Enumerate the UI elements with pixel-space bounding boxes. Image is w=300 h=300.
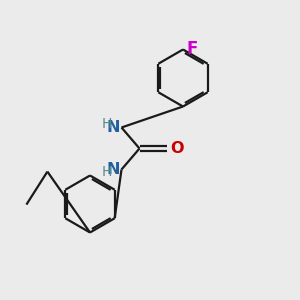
Text: N: N bbox=[106, 120, 120, 135]
Text: H: H bbox=[101, 117, 112, 131]
Text: N: N bbox=[106, 162, 120, 177]
Text: O: O bbox=[170, 141, 184, 156]
Text: H: H bbox=[101, 165, 112, 179]
Text: F: F bbox=[187, 40, 198, 58]
